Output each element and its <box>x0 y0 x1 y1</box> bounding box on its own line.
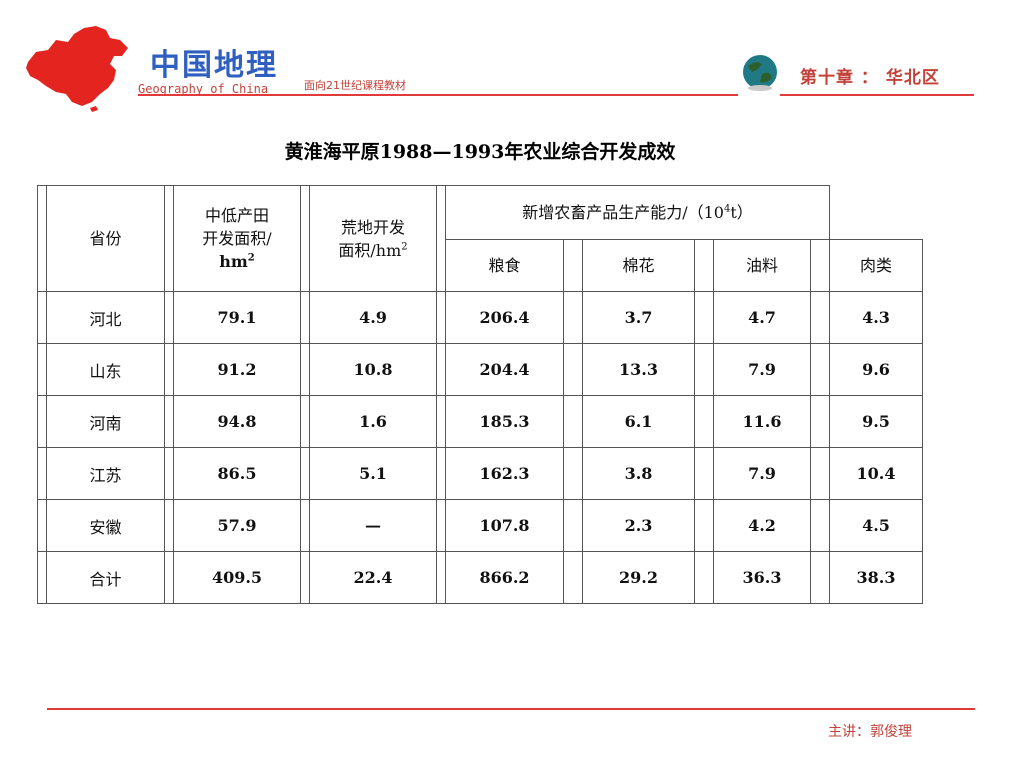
cell-province: 山东 <box>46 343 165 396</box>
cell-grain: 162.3 <box>445 447 564 500</box>
table-header-row: 省份 中低产田 开发面积/ hm2 荒地开发 面积/hm2 新增农畜产品生产能力… <box>37 185 923 292</box>
textbook-subtitle: 面向21世纪课程教材 <box>304 79 406 92</box>
cell-meat: 4.3 <box>829 291 923 344</box>
header-new-capacity: 新增农畜产品生产能力/（104t） <box>445 185 830 240</box>
header-divider-left <box>138 94 738 96</box>
cell-province: 合计 <box>46 551 165 604</box>
cell-grain: 204.4 <box>445 343 564 396</box>
brand-title-cn: 中国地理 <box>150 48 278 83</box>
header-oil: 油料 <box>713 239 811 292</box>
header-meat: 肉类 <box>829 239 923 292</box>
cell-wasteland: 10.8 <box>309 343 437 396</box>
header-grain: 粮食 <box>445 239 564 292</box>
table-row: 江苏 86.5 5.1 162.3 3.8 7.9 10.4 <box>37 447 923 500</box>
cell-low-yield: 409.5 <box>173 551 301 604</box>
cell-province: 河南 <box>46 395 165 448</box>
cell-wasteland: 1.6 <box>309 395 437 448</box>
cell-low-yield: 94.8 <box>173 395 301 448</box>
cell-oil: 4.2 <box>713 499 811 552</box>
brand-title-en: Geography of China <box>138 82 269 96</box>
cell-oil: 36.3 <box>713 551 811 604</box>
cell-wasteland: 22.4 <box>309 551 437 604</box>
cell-meat: 10.4 <box>829 447 923 500</box>
table-row: 安徽 57.9—107.8 2.3 4.2 4.5 <box>37 499 923 552</box>
cell-meat: 9.5 <box>829 395 923 448</box>
cell-low-yield: 91.2 <box>173 343 301 396</box>
header-province: 省份 <box>46 185 165 292</box>
data-table: 省份 中低产田 开发面积/ hm2 荒地开发 面积/hm2 新增农畜产品生产能力… <box>37 185 923 604</box>
cell-low-yield: 57.9 <box>173 499 301 552</box>
cell-oil: 7.9 <box>713 343 811 396</box>
cell-oil: 11.6 <box>713 395 811 448</box>
cell-grain: 206.4 <box>445 291 564 344</box>
header-low-yield-area: 中低产田 开发面积/ hm2 <box>173 185 301 292</box>
cell-province: 安徽 <box>46 499 165 552</box>
cell-low-yield: 86.5 <box>173 447 301 500</box>
cell-grain: 107.8 <box>445 499 564 552</box>
header-divider-right <box>780 94 974 96</box>
globe-icon <box>743 55 777 91</box>
speaker-label: 主讲：郭俊理 <box>828 724 912 740</box>
cell-cotton: 3.7 <box>582 291 695 344</box>
cell-province: 江苏 <box>46 447 165 500</box>
table-row: 合计 409.5 22.4 866.2 29.2 36.3 38.3 <box>37 551 923 604</box>
cell-meat: 38.3 <box>829 551 923 604</box>
cell-cotton: 13.3 <box>582 343 695 396</box>
cell-wasteland: — <box>309 499 437 552</box>
cell-cotton: 3.8 <box>582 447 695 500</box>
cell-meat: 4.5 <box>829 499 923 552</box>
footer-divider <box>47 708 975 710</box>
chapter-label: 第十章 ： 华北区 <box>800 68 940 88</box>
table-title: 黄淮海平原1988—1993年农业综合开发成效 <box>284 141 676 163</box>
cell-oil: 4.7 <box>713 291 811 344</box>
cell-cotton: 2.3 <box>582 499 695 552</box>
header-wasteland-area: 荒地开发 面积/hm2 <box>309 185 437 292</box>
cell-cotton: 29.2 <box>582 551 695 604</box>
cell-meat: 9.6 <box>829 343 923 396</box>
china-map-icon <box>26 26 128 112</box>
cell-grain: 866.2 <box>445 551 564 604</box>
cell-oil: 7.9 <box>713 447 811 500</box>
table-row: 山东 91.2 10.8 204.4 13.3 7.9 9.6 <box>37 343 923 396</box>
cell-low-yield: 79.1 <box>173 291 301 344</box>
table-subheader-row: 粮食 棉花 油料 肉类 <box>38 239 923 292</box>
cell-wasteland: 5.1 <box>309 447 437 500</box>
cell-province: 河北 <box>46 291 165 344</box>
cell-cotton: 6.1 <box>582 395 695 448</box>
cell-wasteland: 4.9 <box>309 291 437 344</box>
cell-grain: 185.3 <box>445 395 564 448</box>
table-row: 河南 94.8 1.6 185.3 6.1 11.6 9.5 <box>37 395 923 448</box>
header-cotton: 棉花 <box>582 239 695 292</box>
table-row: 河北 79.1 4.9 206.4 3.7 4.7 4.3 <box>37 291 923 344</box>
